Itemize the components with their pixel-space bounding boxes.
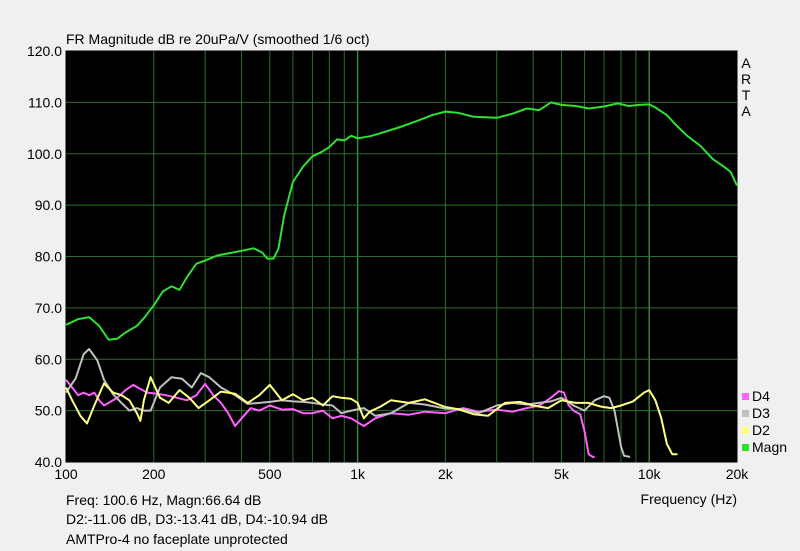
x-tick-label: 20k bbox=[726, 466, 750, 482]
legend-label-magn: Magn bbox=[752, 439, 787, 455]
x-tick-label: 1k bbox=[350, 466, 366, 482]
y-tick-labels: 40.0 50.0 60.0 70.0 80.0 90.0 100.0 110.0 120.0 bbox=[27, 43, 62, 470]
x-tick-label: 2k bbox=[438, 466, 454, 482]
x-tick-label: 5k bbox=[554, 466, 570, 482]
y-tick-label: 70.0 bbox=[35, 300, 62, 316]
x-tick-label: 100 bbox=[54, 466, 78, 482]
y-tick-label: 80.0 bbox=[35, 249, 62, 265]
y-tick-label: 100.0 bbox=[27, 146, 62, 162]
y-tick-label: 90.0 bbox=[35, 197, 62, 213]
delta-readout: D2:-11.06 dB, D3:-13.41 dB, D4:-10.94 dB bbox=[66, 511, 329, 527]
legend-swatch-d2 bbox=[742, 427, 749, 434]
x-tick-label: 500 bbox=[258, 466, 282, 482]
watermark-letter: A bbox=[741, 55, 751, 71]
series-group bbox=[65, 101, 738, 458]
watermark-letter: R bbox=[741, 71, 751, 87]
legend-swatch-magn bbox=[742, 444, 749, 451]
series-line-magn bbox=[65, 101, 738, 341]
x-tick-labels: 100 200 500 1k 2k 5k 10k 20k bbox=[54, 466, 749, 482]
y-tick-label: 120.0 bbox=[27, 43, 62, 59]
y-tick-label: 40.0 bbox=[35, 454, 62, 470]
legend-label-d3: D3 bbox=[752, 405, 770, 421]
legend-swatch-d3 bbox=[742, 410, 749, 417]
legend-swatch-d4 bbox=[742, 393, 749, 400]
chart-title: FR Magnitude dB re 20uPa/V (smoothed 1/6… bbox=[66, 31, 370, 47]
y-tick-label: 50.0 bbox=[35, 403, 62, 419]
legend-label-d2: D2 bbox=[752, 422, 770, 438]
series-line-d2 bbox=[65, 376, 678, 456]
cursor-readout: Freq: 100.6 Hz, Magn:66.64 dB bbox=[66, 492, 262, 508]
watermark-letter: A bbox=[741, 103, 751, 119]
y-tick-label: 60.0 bbox=[35, 351, 62, 367]
watermark-letter: T bbox=[742, 87, 751, 103]
y-tick-label: 110.0 bbox=[28, 94, 62, 110]
x-axis-label: Frequency (Hz) bbox=[641, 491, 737, 507]
x-tick-label: 10k bbox=[638, 466, 662, 482]
measurement-note: AMTPro-4 no faceplate unprotected bbox=[66, 531, 288, 547]
x-tick-label: 200 bbox=[142, 466, 166, 482]
legend-label-d4: D4 bbox=[752, 388, 770, 404]
